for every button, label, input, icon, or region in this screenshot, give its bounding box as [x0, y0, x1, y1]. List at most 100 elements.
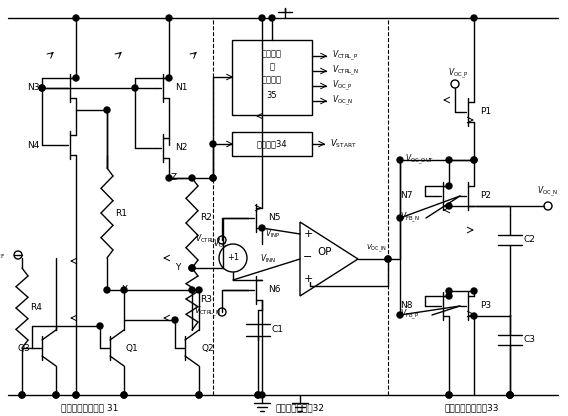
Text: R2: R2	[200, 213, 212, 223]
Text: 及: 及	[269, 62, 274, 72]
Circle shape	[121, 287, 127, 293]
Circle shape	[189, 265, 195, 271]
Circle shape	[385, 256, 391, 262]
Text: N4: N4	[28, 141, 40, 149]
Circle shape	[385, 256, 391, 262]
Circle shape	[446, 157, 452, 163]
Circle shape	[73, 392, 79, 398]
Text: C2: C2	[524, 235, 536, 245]
Circle shape	[446, 183, 452, 189]
Circle shape	[446, 392, 452, 398]
Bar	[232, 132, 312, 156]
Text: Q3: Q3	[17, 344, 30, 352]
Text: +1: +1	[227, 253, 239, 262]
Text: $V_{\mathrm{OC\_N}}$: $V_{\mathrm{OC\_N}}$	[332, 94, 353, 108]
Circle shape	[471, 157, 477, 163]
Text: $V_{\mathrm{CTRL\_N}}$: $V_{\mathrm{CTRL\_N}}$	[332, 64, 359, 78]
Circle shape	[255, 392, 261, 398]
Circle shape	[97, 323, 103, 329]
Circle shape	[259, 392, 265, 398]
Circle shape	[53, 392, 59, 398]
Text: R4: R4	[30, 304, 42, 312]
Text: $V_{\mathrm{OS}}$: $V_{\mathrm{OS}}$	[213, 238, 228, 250]
Text: C3: C3	[524, 335, 536, 344]
Circle shape	[397, 157, 403, 163]
Circle shape	[189, 287, 195, 293]
Circle shape	[446, 392, 452, 398]
Circle shape	[210, 141, 216, 147]
Circle shape	[446, 203, 452, 209]
Text: 控制电路: 控制电路	[262, 75, 282, 84]
Text: N8: N8	[400, 302, 413, 310]
Text: Q1: Q1	[126, 344, 139, 352]
Circle shape	[73, 392, 79, 398]
Text: N2: N2	[175, 144, 187, 153]
Text: $V_{\mathrm{FB\_P}}$: $V_{\mathrm{FB\_P}}$	[400, 308, 420, 322]
Text: $V_{\mathrm{OC\_P}}$: $V_{\mathrm{OC\_P}}$	[332, 79, 353, 93]
Text: 35: 35	[267, 92, 277, 101]
Circle shape	[471, 313, 477, 319]
Circle shape	[196, 392, 202, 398]
Circle shape	[104, 287, 110, 293]
Text: −: −	[303, 252, 313, 262]
Circle shape	[172, 317, 178, 323]
Text: $V_{\mathrm{CTRL\_P}}$: $V_{\mathrm{CTRL\_P}}$	[332, 49, 358, 63]
Circle shape	[132, 85, 138, 91]
Text: 失调电压消除电路33: 失调电压消除电路33	[445, 404, 499, 413]
Text: $V_{\mathrm{OC\_OUT}}$: $V_{\mathrm{OC\_OUT}}$	[405, 153, 434, 167]
Circle shape	[507, 392, 513, 398]
Text: 时钟产生: 时钟产生	[262, 50, 282, 59]
Text: N6: N6	[268, 285, 281, 295]
Text: $V_{\mathrm{INP}}$: $V_{\mathrm{INP}}$	[265, 228, 281, 240]
Circle shape	[189, 175, 195, 181]
Bar	[232, 40, 312, 115]
Circle shape	[19, 392, 25, 398]
Circle shape	[121, 392, 127, 398]
Circle shape	[39, 85, 45, 91]
Text: C1: C1	[272, 325, 284, 334]
Text: X: X	[122, 285, 128, 295]
Circle shape	[397, 215, 403, 221]
Text: N3: N3	[27, 84, 40, 92]
Circle shape	[196, 287, 202, 293]
Circle shape	[104, 107, 110, 113]
Text: +: +	[303, 274, 313, 284]
Circle shape	[507, 392, 513, 398]
Text: R1: R1	[115, 208, 127, 218]
Text: $V_{\mathrm{OC\_P}}$: $V_{\mathrm{OC\_P}}$	[448, 67, 469, 81]
Text: $V_{\mathrm{OC\_IN}}$: $V_{\mathrm{OC\_IN}}$	[366, 243, 387, 255]
Text: +: +	[303, 229, 313, 239]
Circle shape	[471, 157, 477, 163]
Text: 启动电路34: 启动电路34	[257, 139, 287, 149]
Circle shape	[255, 392, 261, 398]
Text: P1: P1	[480, 107, 491, 116]
Circle shape	[446, 293, 452, 299]
Text: P2: P2	[480, 191, 491, 201]
Circle shape	[210, 175, 216, 181]
Circle shape	[166, 15, 172, 21]
Circle shape	[166, 175, 172, 181]
Circle shape	[471, 15, 477, 21]
Circle shape	[19, 392, 25, 398]
Text: OP: OP	[318, 247, 332, 257]
Text: $V_{\mathrm{CTRL\_N}}$: $V_{\mathrm{CTRL\_N}}$	[194, 305, 222, 319]
Text: P3: P3	[480, 302, 491, 310]
Text: Z: Z	[171, 173, 177, 183]
Circle shape	[121, 392, 127, 398]
Circle shape	[471, 288, 477, 294]
Text: N7: N7	[400, 191, 413, 201]
Circle shape	[269, 15, 275, 21]
Circle shape	[446, 288, 452, 294]
Text: N1: N1	[175, 84, 187, 92]
Circle shape	[53, 392, 59, 398]
Circle shape	[507, 392, 513, 398]
Circle shape	[166, 75, 172, 81]
Text: $V_{\mathrm{FB\_N}}$: $V_{\mathrm{FB\_N}}$	[400, 211, 420, 225]
Text: $V_{\mathrm{OC\_N}}$: $V_{\mathrm{OC\_N}}$	[537, 185, 559, 199]
Text: $V_{\mathrm{REF}}$: $V_{\mathrm{REF}}$	[0, 249, 6, 261]
Circle shape	[196, 392, 202, 398]
Text: 基准电压产生电路 31: 基准电压产生电路 31	[61, 404, 119, 413]
Text: $V_{\mathrm{START}}$: $V_{\mathrm{START}}$	[330, 138, 357, 150]
Circle shape	[73, 15, 79, 21]
Circle shape	[210, 175, 216, 181]
